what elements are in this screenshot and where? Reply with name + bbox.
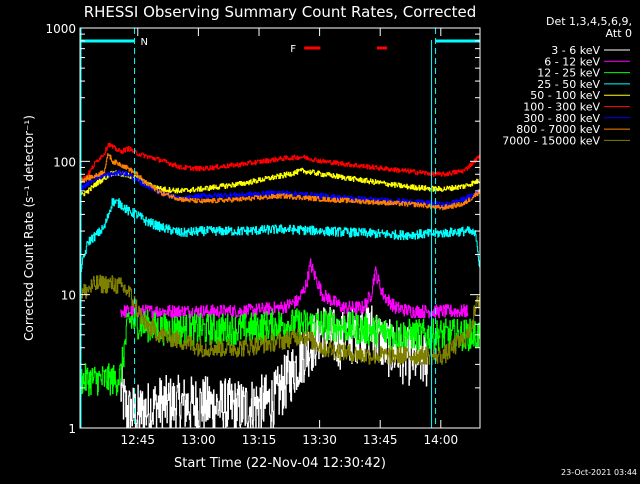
night-flag-label: N: [141, 37, 148, 48]
chart-title: RHESSI Observing Summary Count Rates, Co…: [84, 3, 477, 21]
series-line-25-50-kev: [80, 198, 480, 273]
plot-area: [80, 142, 480, 429]
footer-date: 23-Oct-2021 03:44: [561, 468, 637, 477]
detector-info-line-2: Att 0: [606, 27, 632, 40]
x-tick-label: 13:45: [363, 433, 398, 447]
legend-label-50-100-kev: 50 - 100 keV: [530, 89, 600, 102]
legend-label-25-50-kev: 25 - 50 keV: [537, 78, 600, 91]
legend-label-3-6-kev: 3 - 6 keV: [551, 44, 600, 57]
series-800-7000-kev: [80, 153, 480, 211]
y-tick-label: 10: [61, 289, 76, 303]
series-7000-15000-kev: [80, 274, 480, 365]
x-axis-label: Start Time (22-Nov-04 12:30:42): [174, 456, 386, 471]
x-tick-label: 13:30: [302, 433, 337, 447]
axis-ticks: 12:45 13:00 13:15 13:30 13:45 14:00 1 10 100 1000: [45, 22, 480, 447]
x-tick-label: 14:00: [424, 433, 459, 447]
legend-label-100-300-kev: 100 - 300 keV: [523, 101, 600, 114]
series-100-300-kev: [80, 142, 480, 185]
detector-info-line-1: Det 1,3,4,5,6,9,: [546, 15, 632, 28]
x-tick-label: 13:00: [181, 433, 216, 447]
y-tick-label: 1: [68, 422, 76, 436]
series-25-50-kev: [80, 198, 480, 273]
series-6-12-kev: [120, 258, 469, 319]
legend-label-300-800-kev: 300 - 800 keV: [523, 112, 600, 125]
series-line-12-25-kev: [80, 308, 480, 397]
x-tick-label: 12:45: [120, 433, 155, 447]
flag-layer: NF: [80, 28, 480, 428]
series-line-100-300-kev: [80, 142, 480, 185]
legend-label-12-25-kev: 12 - 25 keV: [537, 67, 600, 80]
legend-label-800-7000-kev: 800 - 7000 keV: [516, 123, 600, 136]
legend-label-7000-15000-kev: 7000 - 15000 keV: [502, 134, 600, 147]
flare-flag-label: F: [290, 44, 296, 55]
series-12-25-kev: [80, 308, 480, 397]
y-axis-label: Corrected Count Rate (s⁻¹ detector⁻¹): [22, 115, 36, 341]
legend-label-6-12-kev: 6 - 12 keV: [544, 55, 600, 68]
series-line-800-7000-kev: [80, 153, 480, 211]
y-tick-label: 100: [53, 155, 76, 169]
series-line-7000-15000-kev: [80, 274, 480, 365]
series-line-6-12-kev: [120, 258, 469, 319]
x-tick-label: 13:15: [242, 433, 277, 447]
axes-frame: [79, 27, 481, 429]
y-tick-label: 1000: [45, 22, 76, 36]
